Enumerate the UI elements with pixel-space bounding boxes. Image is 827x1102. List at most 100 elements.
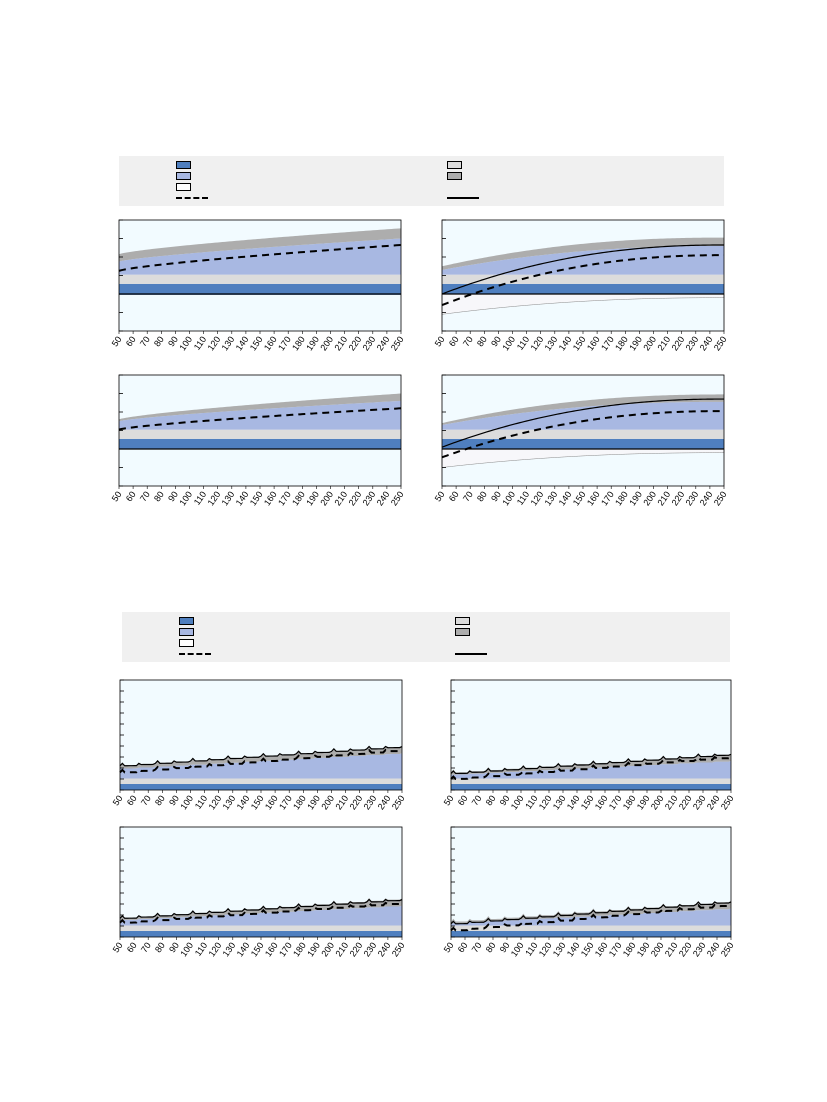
light-gray-band [119, 429, 401, 439]
x-tick-label: 50 [433, 334, 447, 348]
x-tick-label: 80 [152, 334, 166, 348]
x-tick-label: 170 [607, 940, 624, 958]
x-tick-label: 90 [167, 793, 181, 807]
legend-swatch-light-blue [179, 628, 194, 636]
x-tick-label: 90 [166, 334, 180, 348]
x-tick-label: 100 [509, 940, 526, 958]
legend-swatch-light-gray [447, 161, 462, 169]
x-tick-label: 70 [461, 334, 475, 348]
x-tick-label: 200 [649, 940, 666, 958]
x-tick-label: 230 [691, 940, 708, 958]
x-tick-label: 60 [447, 489, 461, 503]
x-tick-label: 80 [484, 940, 498, 954]
dark-blue-band [451, 930, 731, 937]
light-blue-band [442, 245, 724, 275]
x-tick-label: 90 [489, 334, 503, 348]
x-tick-label: 70 [138, 334, 152, 348]
x-tick-label: 210 [663, 940, 680, 958]
dashed-line [119, 748, 403, 774]
x-tick-label: 80 [153, 793, 167, 807]
dashed-line [119, 901, 403, 924]
x-tick-label: 60 [124, 334, 138, 348]
dark-gray-band [442, 237, 724, 270]
x-tick-label: 80 [153, 940, 167, 954]
light-blue-band [120, 753, 402, 779]
x-tick-label: 90 [489, 489, 503, 503]
legend-swatch-dashed-line [179, 653, 211, 655]
dark-gray-band [442, 394, 724, 425]
x-tick-label: 70 [138, 489, 152, 503]
light-blue-band [120, 905, 402, 926]
dark-blue-band [120, 930, 402, 937]
legend-top [119, 156, 724, 206]
legend-bottom [122, 612, 730, 662]
x-tick-label: 90 [167, 940, 181, 954]
solid-line [450, 753, 732, 775]
x-tick-label: 50 [433, 489, 447, 503]
legend-swatch-solid-line [455, 653, 487, 655]
legend-swatch-dark-blue [179, 617, 194, 625]
x-tick-label: 80 [484, 793, 498, 807]
x-tick-label: 130 [551, 940, 568, 958]
solid-line [441, 244, 725, 295]
x-tick-label: 190 [635, 940, 652, 958]
light-gray-band [120, 925, 402, 931]
x-tick-label: 70 [139, 940, 153, 954]
dark-gray-band [119, 393, 401, 422]
legend-swatch-dashed-line [176, 197, 208, 199]
x-tick-label: 140 [565, 940, 582, 958]
x-tick-label: 50 [111, 940, 125, 954]
x-tick-label: 70 [139, 793, 153, 807]
dark-blue-band [119, 283, 401, 295]
legend-swatch-light-blue [176, 172, 191, 180]
x-tick-label: 250 [719, 940, 736, 958]
solid-line [441, 398, 725, 448]
x-tick-label: 50 [442, 793, 456, 807]
dark-gray-band [119, 228, 401, 262]
light-blue-band [119, 238, 401, 275]
x-tick-label: 70 [461, 489, 475, 503]
x-tick-label: 150 [579, 940, 596, 958]
legend-swatch-dark-gray [447, 172, 462, 180]
x-tick-label: 50 [442, 940, 456, 954]
x-tick-label: 80 [475, 489, 489, 503]
x-tick-label: 240 [705, 940, 722, 958]
x-tick-label: 60 [124, 489, 138, 503]
dark-blue-band [120, 783, 402, 790]
x-tick-label: 160 [593, 940, 610, 958]
light-blue-band [119, 400, 401, 430]
x-tick-label: 90 [498, 793, 512, 807]
x-tick-label: 110 [523, 940, 539, 957]
legend-swatch-solid-line [447, 197, 479, 199]
legend-swatch-white [179, 639, 194, 647]
legend-swatch-dark-gray [455, 628, 470, 636]
x-tick-label: 80 [152, 489, 166, 503]
light-gray-band [451, 778, 731, 784]
x-tick-label: 220 [677, 940, 694, 958]
x-tick-label: 60 [447, 334, 461, 348]
x-tick-label: 60 [125, 940, 139, 954]
x-tick-label: 60 [456, 940, 470, 954]
x-tick-label: 50 [110, 489, 124, 503]
dark-blue-band [442, 283, 724, 294]
dashed-line [450, 903, 732, 932]
dark-blue-band [119, 438, 401, 449]
x-tick-label: 70 [470, 940, 484, 954]
dark-blue-band [442, 438, 724, 449]
light-gray-band [119, 274, 401, 284]
light-gray-band [451, 925, 731, 931]
legend-swatch-white [176, 183, 191, 191]
x-tick-label: 60 [125, 793, 139, 807]
x-tick-label: 70 [470, 793, 484, 807]
legend-swatch-dark-blue [176, 161, 191, 169]
x-tick-label: 50 [110, 334, 124, 348]
solid-line [119, 898, 403, 919]
